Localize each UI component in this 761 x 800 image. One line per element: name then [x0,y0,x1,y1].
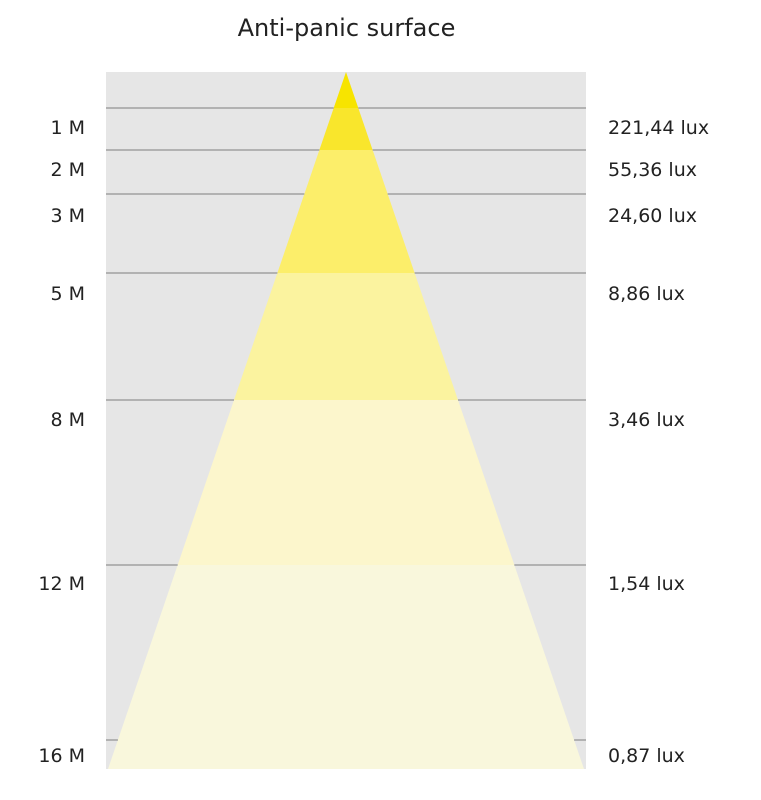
distance-label: 3 M [50,205,85,227]
light-cone-band [234,273,458,400]
illuminance-label: 0,87 lux [608,745,685,767]
distance-label: 16 M [38,745,85,767]
illuminance-label: 3,46 lux [608,409,685,431]
light-cone-band [177,400,515,565]
illuminance-label: 24,60 lux [608,205,697,227]
distance-label: 1 M [50,117,85,139]
light-cone-band [319,108,373,150]
light-cone-band [277,150,415,273]
distance-label: 5 M [50,283,85,305]
illuminance-label: 1,54 lux [608,573,685,595]
diagram-title: Anti-panic surface [237,14,456,42]
distance-label: 2 M [50,159,85,181]
light-cone-band [108,565,584,769]
distance-label: 12 M [38,573,85,595]
illuminance-label: 221,44 lux [608,117,709,139]
illuminance-label: 55,36 lux [608,159,697,181]
distance-label: 8 M [50,409,85,431]
illuminance-label: 8,86 lux [608,283,685,305]
light-cone-band [333,72,359,108]
